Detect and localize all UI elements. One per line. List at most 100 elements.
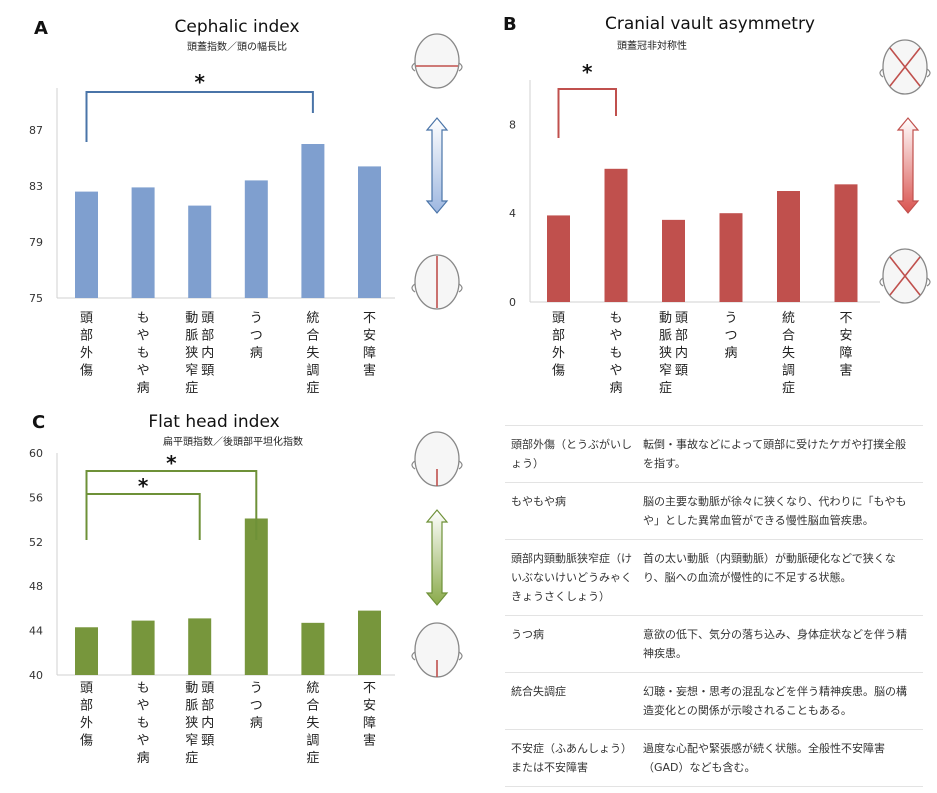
chart-title: Cephalic index: [174, 17, 299, 37]
x-tick-char: 動: [185, 681, 198, 696]
x-tick-char: も: [609, 311, 622, 326]
bar: [834, 184, 858, 302]
bar: [547, 215, 570, 302]
x-tick-char: つ: [250, 329, 263, 344]
significance-star: *: [166, 451, 177, 475]
bar: [777, 191, 800, 302]
chart-subtitle: 頭蓋冠非対称性: [617, 39, 687, 52]
x-tick-char: 病: [724, 346, 737, 361]
x-tick-char: 障: [363, 346, 376, 361]
x-tick-char: 不: [363, 311, 376, 326]
bar: [131, 620, 155, 675]
x-tick-char: や: [137, 699, 150, 714]
x-tick-char: 外: [80, 346, 93, 361]
x-tick-char: 部: [201, 699, 214, 714]
x-tick-char: 窄: [185, 363, 198, 379]
x-tick-label: もやもや病: [137, 681, 150, 766]
y-tick-label: 0: [509, 296, 516, 309]
x-tick-char: 頭: [552, 311, 565, 326]
x-tick-char: つ: [250, 699, 263, 714]
glossary-row: 頭部外傷（とうぶがいしょう） 転倒・事故などによって頭部に受けたケガや打撲全般を指…: [505, 425, 923, 483]
x-tick-char: 調: [306, 364, 319, 379]
glossary-term: 頭部外傷（とうぶがいしょう）: [511, 438, 632, 470]
chart-panel-b: B Cranial vault asymmetry頭蓋冠非対称性048頭部外傷もや…: [503, 14, 931, 396]
x-tick-char: 頭: [80, 311, 93, 326]
y-tick-label: 75: [29, 292, 43, 305]
x-tick-label: 統合失調症: [306, 681, 319, 766]
panel-letter: A: [34, 18, 48, 39]
bar: [358, 166, 381, 298]
x-tick-char: 安: [839, 329, 852, 344]
x-tick-char: 病: [250, 716, 263, 731]
significance-star: *: [194, 70, 205, 94]
x-tick-char: 内: [201, 345, 214, 361]
y-tick-label: 52: [29, 536, 43, 549]
glossary-definition: 首の太い動脈（内頸動脈）が動脈硬化などで狭くなり、脳への血流が慢性的に不足する状…: [643, 552, 896, 584]
x-tick-char: 害: [363, 363, 376, 379]
head-back-view-icon: [411, 431, 463, 487]
x-tick-char: や: [137, 364, 150, 379]
x-tick-label: もやもや病: [609, 311, 622, 396]
x-tick-char: 病: [609, 381, 622, 396]
x-tick-char: 不: [839, 311, 852, 326]
x-tick-char: 症: [306, 381, 319, 396]
x-tick-char: や: [609, 364, 622, 379]
glossary-row: 統合失調症 幻聴・妄想・思考の混乱などを伴う精神疾患。脳の構造変化との関係が示唆さ…: [505, 673, 923, 730]
chart-subtitle: 扁平頭指数／後頭部平坦化指数: [163, 435, 303, 448]
x-tick-char: 外: [80, 716, 93, 731]
x-tick-char: 部: [80, 329, 93, 344]
x-tick-char: 合: [306, 699, 319, 714]
glossary-definition: 脳の主要な動脈が徐々に狭くなり、代わりに「もやもや」とした異常血管ができる慢性脳…: [643, 495, 907, 527]
glossary-term: 頭部内頸動脈狭窄症（けいぶないけいどうみゃくきょうさくしょう）: [511, 552, 632, 603]
x-tick-char: 病: [250, 346, 263, 361]
x-tick-label: 統合失調症: [782, 311, 795, 396]
x-tick-label: 頭部内頸 動脈狭窄症: [659, 311, 688, 396]
x-tick-char: や: [137, 734, 150, 749]
x-tick-char: 頭: [675, 311, 688, 326]
x-tick-char: や: [609, 329, 622, 344]
x-tick-char: 窄: [659, 363, 672, 379]
y-tick-label: 83: [29, 180, 43, 193]
x-tick-char: 頭: [201, 311, 214, 326]
significance-bracket: [85, 91, 314, 142]
x-tick-char: 安: [363, 699, 376, 714]
x-tick-char: 部: [675, 329, 688, 344]
x-tick-label: 頭部外傷: [552, 311, 565, 379]
glossary-row: 頭部内頸動脈狭窄症（けいぶないけいどうみゃくきょうさくしょう） 首の太い動脈（内頸…: [505, 540, 923, 616]
head-top-view-icon: [411, 33, 463, 89]
x-tick-char: 症: [306, 751, 319, 766]
x-tick-label: うつ病: [250, 681, 263, 731]
x-tick-char: 脈: [185, 699, 198, 714]
chart-title: Flat head index: [148, 412, 279, 432]
x-tick-char: 調: [782, 364, 795, 379]
x-tick-char: 統: [782, 311, 795, 326]
y-tick-label: 40: [29, 669, 43, 682]
head-asymmetry-icon: [879, 248, 931, 304]
x-tick-label: 不安障害: [363, 681, 376, 749]
y-tick-label: 87: [29, 124, 43, 137]
x-tick-char: 害: [363, 733, 376, 749]
x-tick-label: 頭部外傷: [80, 681, 93, 749]
glossary-term: 不安症（ふあんしょう）または不安障害: [511, 742, 632, 774]
x-tick-char: 傷: [80, 364, 93, 379]
x-tick-char: 症: [185, 751, 198, 766]
panel-letter: C: [32, 412, 45, 433]
glossary-row: 不安症（ふあんしょう）または不安障害 過度な心配や緊張感が続く状態。全般性不安障害…: [505, 730, 923, 787]
bar: [358, 610, 381, 675]
chart-title: Cranial vault asymmetry: [605, 14, 815, 34]
glossary-table: 頭部外傷（とうぶがいしょう） 転倒・事故などによって頭部に受けたケガや打撲全般を指…: [505, 425, 923, 787]
x-tick-char: 頸: [201, 364, 214, 379]
y-tick-label: 48: [29, 580, 43, 593]
bar: [188, 618, 212, 675]
bar: [301, 144, 325, 298]
y-tick-label: 56: [29, 491, 43, 504]
x-tick-char: 傷: [80, 734, 93, 749]
significance-star: *: [138, 474, 149, 498]
x-tick-char: つ: [724, 329, 737, 344]
x-tick-char: 部: [201, 329, 214, 344]
bar: [719, 213, 743, 302]
x-tick-label: 頭部外傷: [80, 311, 93, 379]
x-tick-char: 頸: [675, 364, 688, 379]
x-tick-char: 統: [306, 681, 319, 696]
